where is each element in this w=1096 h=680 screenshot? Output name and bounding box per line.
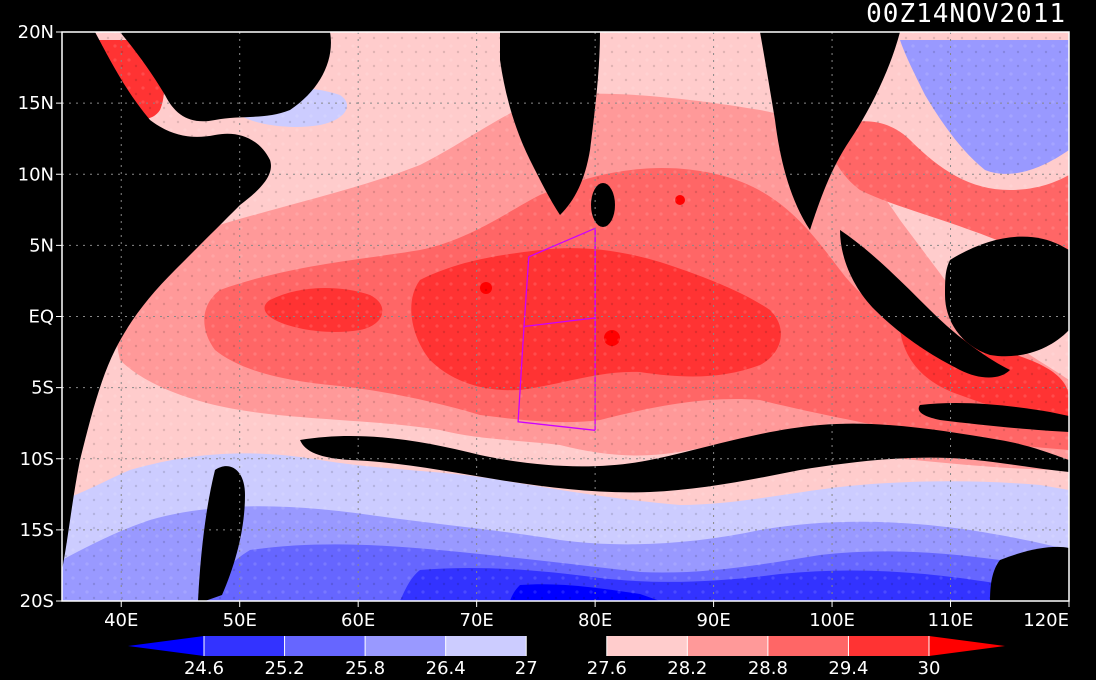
colorbar-segment — [365, 636, 447, 656]
lat-tick-label: 20N — [18, 22, 54, 43]
colorbar-segment — [848, 636, 930, 656]
colorbar-segment — [445, 636, 527, 656]
colorbar-segment — [526, 636, 608, 656]
colorbar-label: 27 — [515, 658, 538, 679]
lat-tick-label: 15N — [18, 93, 54, 114]
land-madagascar — [198, 466, 245, 601]
lon-tick-label: 110E — [928, 610, 974, 631]
colorbar-segment — [606, 636, 688, 656]
lat-tick-label: 5S — [31, 378, 54, 399]
lon-tick-label: 60E — [341, 610, 375, 631]
map-title: 00Z14NOV2011 — [866, 0, 1066, 29]
colorbar-segment — [687, 636, 769, 656]
colorbar-segment — [204, 636, 286, 656]
land-africa — [62, 32, 271, 570]
land-arabia — [120, 32, 331, 122]
colorbar-segment — [284, 636, 366, 656]
land-indochina — [760, 32, 900, 230]
lat-tick-label: 10N — [18, 164, 54, 185]
lat-tick-label: 10S — [20, 449, 54, 470]
colorbar-segment — [128, 636, 204, 656]
lat-tick-label: 15S — [20, 520, 54, 541]
lon-tick-label: 100E — [809, 610, 855, 631]
land-sumatra — [840, 230, 1010, 378]
lon-tick-label: 50E — [223, 610, 257, 631]
contour-box-west-edge — [517, 256, 596, 431]
lat-tick-label: EQ — [28, 307, 54, 328]
missing-data-strip — [300, 423, 1069, 493]
lon-tick-label: 120E — [1023, 610, 1069, 631]
land-india — [500, 32, 600, 215]
land-sri-lanka — [591, 183, 615, 227]
lon-tick-label: 70E — [460, 610, 494, 631]
lon-tick-label: 90E — [696, 610, 730, 631]
land-masses — [62, 32, 1069, 601]
colorbar-label: 24.6 — [184, 658, 224, 679]
contour-box-mid-edge — [523, 317, 596, 328]
lat-tick-label: 5N — [29, 235, 54, 256]
colorbar-label: 28.2 — [667, 658, 707, 679]
colorbar-label: 25.2 — [265, 658, 305, 679]
colorbar-segment — [929, 636, 1005, 656]
colorbar-label: 28.8 — [748, 658, 788, 679]
colorbar-label: 29.4 — [828, 658, 868, 679]
colorbar: 24.6 25.2 25.8 26.4 27 27.6 28.2 28.8 29.4 30 — [128, 636, 1005, 679]
lon-tick-label: 80E — [578, 610, 612, 631]
colorbar-label: 25.8 — [345, 658, 385, 679]
land-java — [918, 402, 1069, 432]
colorbar-label: 30 — [918, 658, 941, 679]
latitude-axis: 20N 15N 10N 5N EQ 5S 10S 15S 20S — [18, 22, 62, 612]
land-borneo — [945, 236, 1069, 357]
lon-tick-label: 40E — [104, 610, 138, 631]
longitude-axis: 40E 50E 60E 70E 80E 90E 100E 110E 120E — [104, 601, 1070, 631]
land-australia — [990, 546, 1069, 601]
colorbar-label: 27.6 — [587, 658, 627, 679]
colorbar-label: 26.4 — [426, 658, 466, 679]
sst-field — [62, 32, 1069, 601]
lat-tick-label: 20S — [20, 591, 54, 612]
colorbar-segment — [767, 636, 849, 656]
